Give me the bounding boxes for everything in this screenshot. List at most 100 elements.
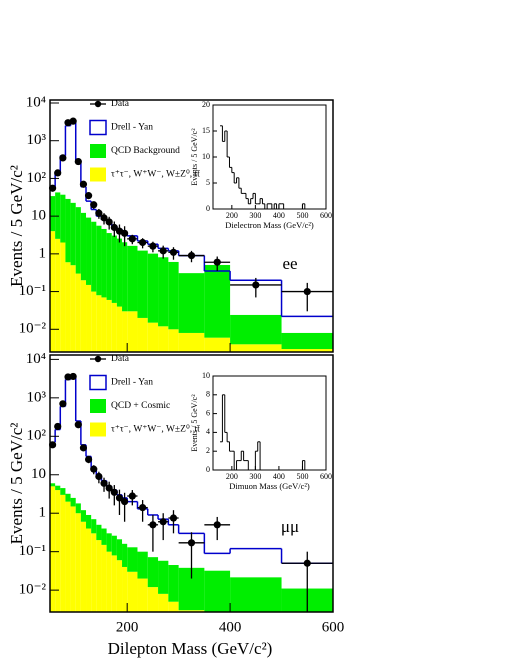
data-point <box>95 472 103 481</box>
inset-background <box>213 105 326 209</box>
data-point <box>48 441 57 449</box>
legend-label: Drell - Yan <box>111 123 153 133</box>
y-tick-label: 10⁻¹ <box>19 283 46 299</box>
stack-segment <box>127 571 138 612</box>
stack-segment <box>178 332 205 352</box>
y-axis-label: Events / 5 GeV/c² <box>190 394 199 452</box>
legend-label: QCD + Cosmic <box>111 401 170 411</box>
legend-swatch <box>89 374 107 391</box>
x-axis-label: Dilepton Mass (GeV/c²) <box>108 639 273 658</box>
stack-segment <box>122 311 128 352</box>
stack-segment <box>86 528 92 612</box>
stack-segment <box>230 344 282 352</box>
stack-segment <box>65 198 71 263</box>
legend-swatch <box>90 399 106 413</box>
stack-segment <box>127 311 138 352</box>
stack-segment <box>60 494 66 612</box>
data-point <box>121 498 129 506</box>
y-tick-label: 8 <box>206 390 210 399</box>
stack-segment <box>60 488 66 495</box>
legend-swatch <box>90 144 106 158</box>
stack-segment <box>204 265 231 338</box>
x-tick-label: 500 <box>296 211 308 220</box>
data-point <box>100 479 108 487</box>
data-point <box>128 492 136 500</box>
y-tick-label: 15 <box>202 126 210 135</box>
stack-segment <box>101 528 107 545</box>
y-tick-label: 6 <box>206 408 210 417</box>
stack-segment <box>96 225 102 296</box>
y-tick-label: 1 <box>39 505 47 521</box>
y-tick-label: 10⁴ <box>26 94 46 110</box>
y-tick-label: 5 <box>206 178 210 187</box>
data-point <box>149 521 157 529</box>
legend-label: τ⁺τ⁻, W⁺W⁻, W±Z⁰, tt̄ <box>111 424 200 435</box>
stack-segment <box>137 578 148 612</box>
stack-segment <box>230 577 282 612</box>
data-point <box>105 484 113 492</box>
stack-segment <box>101 544 107 612</box>
x-tick-label: 200 <box>226 211 238 220</box>
y-tick-label: 10 <box>202 371 210 380</box>
x-axis-label: Dimuon Mass (GeV/c²) <box>229 481 310 491</box>
stack-segment <box>127 547 138 572</box>
stack-segment <box>101 297 107 352</box>
stack-segment <box>86 217 92 285</box>
stack-segment <box>86 514 92 529</box>
data-point <box>213 258 221 266</box>
data-point <box>48 184 57 192</box>
y-tick-label: 10 <box>31 208 46 224</box>
y-tick-label: 10 <box>202 152 210 161</box>
stack-segment <box>147 557 159 588</box>
stack-segment <box>111 535 117 556</box>
stack-segment <box>65 501 71 612</box>
stack-segment <box>122 566 128 612</box>
data-point <box>84 455 93 464</box>
stack-segment <box>147 322 159 352</box>
x-tick-label: 500 <box>296 472 308 481</box>
stack-segment <box>75 503 81 514</box>
stack-segment <box>86 284 92 352</box>
data-point <box>110 223 118 232</box>
stack-segment <box>50 196 56 232</box>
stack-segment <box>50 486 56 612</box>
x-tick-label: 600 <box>320 472 332 481</box>
y-tick-label: 10 <box>31 466 46 482</box>
stack-segment <box>158 593 169 612</box>
data-point <box>169 248 178 256</box>
legend-label: QCD Background <box>111 146 180 156</box>
x-axis-label: Dielectron Mass (GeV/c²) <box>225 220 314 230</box>
data-point <box>213 521 221 529</box>
stack-segment <box>50 483 56 487</box>
stack-segment <box>60 242 66 352</box>
stack-segment <box>204 570 231 612</box>
stack-segment <box>147 253 159 323</box>
y-tick-label: 10⁻² <box>19 582 47 598</box>
stack-segment <box>91 221 97 292</box>
data-point <box>79 180 88 188</box>
y-tick-label: 20 <box>202 100 210 109</box>
stack-segment <box>80 510 87 522</box>
stack-segment <box>116 560 123 612</box>
stack-segment <box>65 262 71 352</box>
stack-segment <box>75 273 81 352</box>
legend-swatch <box>90 167 106 182</box>
data-point <box>303 559 311 567</box>
stack-segment <box>158 560 169 594</box>
legend-label: Drell - Yan <box>111 378 153 388</box>
y-tick-label: 4 <box>206 427 210 436</box>
stack-segment <box>168 329 179 352</box>
stack-segment <box>137 317 148 352</box>
stack-segment <box>147 587 159 612</box>
y-tick-label: 10³ <box>27 132 47 148</box>
stack-segment <box>106 299 112 352</box>
stack-segment <box>65 493 71 502</box>
stack-segment <box>178 273 205 333</box>
stack-segment <box>75 513 81 612</box>
stack-segment <box>158 326 169 352</box>
stack-segment <box>106 551 112 612</box>
data-point <box>139 238 147 247</box>
plot-frame <box>49 99 334 353</box>
y-tick-label: 2 <box>206 446 210 455</box>
stack-segment <box>111 302 117 352</box>
